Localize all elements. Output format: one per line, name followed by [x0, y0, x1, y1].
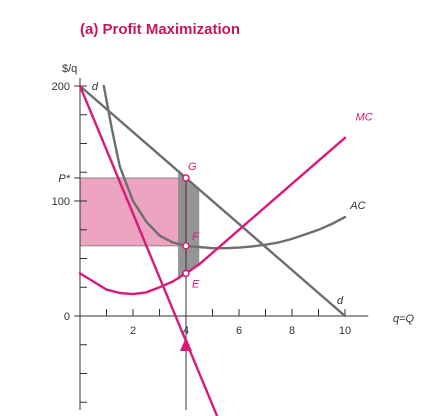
- point-label-f: F: [192, 231, 200, 243]
- deadweight-loss-area: [178, 171, 200, 279]
- curve-label-d-top: d: [92, 81, 99, 93]
- p-star-label: P*: [58, 173, 70, 185]
- point-e: [182, 269, 190, 278]
- y-tick-label: 200: [52, 81, 70, 93]
- series-mr-curve: [78, 84, 219, 416]
- curve-label-mc: MC: [356, 112, 373, 124]
- point-label-e: E: [192, 278, 200, 290]
- series-d-curve: [78, 84, 347, 318]
- x-tick-label: 2: [130, 325, 136, 337]
- x-axis-label: q=Q: [393, 313, 415, 325]
- y-axis-label: $/q: [62, 63, 77, 75]
- curve-label-d-end: d: [337, 295, 344, 307]
- point-g: [182, 174, 190, 182]
- y-tick-label: 0: [64, 311, 70, 323]
- curve-label-ac: AC: [349, 200, 365, 212]
- x-tick-label: 6: [236, 325, 242, 337]
- chart-title: (a) Profit Maximization: [80, 21, 240, 38]
- x-tick-label: 10: [339, 325, 351, 337]
- point-label-g: G: [188, 161, 197, 173]
- quantity-arrow-icon: [180, 337, 192, 351]
- x-tick-label: 8: [289, 325, 295, 337]
- point-f: [182, 242, 190, 250]
- y-tick-label: 100: [52, 196, 70, 208]
